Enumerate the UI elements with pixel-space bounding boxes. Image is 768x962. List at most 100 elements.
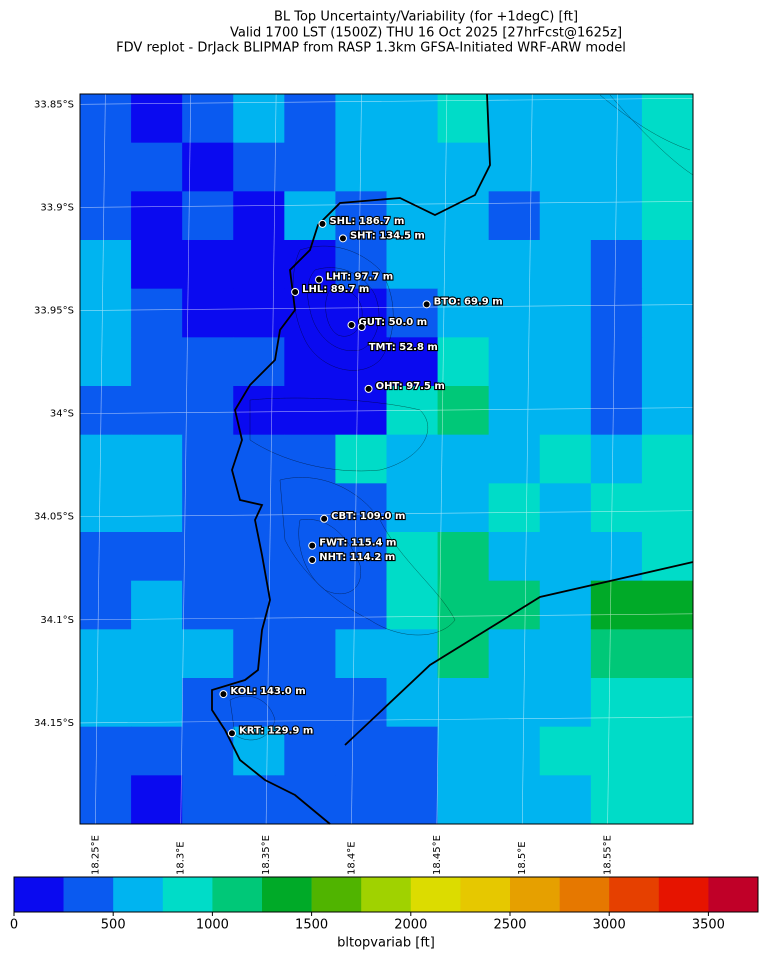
colorbar-swatch xyxy=(510,877,560,912)
station-marker xyxy=(227,729,236,738)
raster-cell xyxy=(437,678,490,728)
raster-cell xyxy=(539,94,592,144)
raster-cell xyxy=(284,532,336,582)
raster-cell xyxy=(590,629,643,679)
grid-line xyxy=(79,510,694,518)
colorbar-swatch xyxy=(262,877,312,912)
raster-cell xyxy=(641,386,694,436)
colorbar-swatch xyxy=(212,877,263,912)
raster-cell xyxy=(335,678,387,728)
title-line: BL Top Uncertainty/Variability (for +1de… xyxy=(274,10,578,25)
grid-line xyxy=(436,93,448,825)
raster-cell xyxy=(182,532,234,582)
raster-cell xyxy=(539,726,592,776)
raster-cell xyxy=(539,142,592,192)
raster-cell xyxy=(539,434,592,484)
raster-cell xyxy=(386,337,439,387)
raster-cell xyxy=(335,532,387,582)
raster-cell xyxy=(386,532,439,582)
grid-line xyxy=(180,93,192,825)
station-label: SHT: 134.5 m xyxy=(350,230,425,241)
raster-cell xyxy=(335,629,387,679)
colorbar-label: bltopvariab [ft] xyxy=(337,936,435,951)
raster-cell xyxy=(488,142,541,192)
y-tick-label: 33.9°S xyxy=(40,202,74,213)
raster-cell xyxy=(80,580,132,630)
raster-cell xyxy=(386,678,439,728)
colorbar-frame xyxy=(13,876,759,913)
y-tick-label: 34.05°S xyxy=(34,512,74,523)
raster-cell xyxy=(641,288,694,338)
raster-cell xyxy=(80,240,132,290)
colorbar-swatch xyxy=(708,877,759,912)
station-marker xyxy=(422,300,431,309)
raster-cell xyxy=(233,240,285,290)
station-marker xyxy=(338,234,347,243)
raster-cell xyxy=(182,337,234,387)
raster-cell xyxy=(182,386,234,436)
raster-cell xyxy=(590,532,643,582)
raster-cell xyxy=(80,678,132,728)
map-frame xyxy=(79,93,694,825)
raster-cell xyxy=(80,386,132,436)
raster-cell xyxy=(437,726,490,776)
title-line: FDV replot - DrJack BLIPMAP from RASP 1.… xyxy=(116,41,626,56)
raster-cell xyxy=(641,337,694,387)
colorbar-tick-label: 3000 xyxy=(593,918,626,933)
grid-line xyxy=(607,93,618,825)
raster-cell xyxy=(182,240,234,290)
grid-line xyxy=(265,93,277,825)
raster-cell xyxy=(590,240,643,290)
station-label: TMT: 52.8 m xyxy=(369,342,438,353)
raster-cell xyxy=(131,191,183,241)
grid-line xyxy=(521,93,533,825)
raster-cell xyxy=(437,483,490,533)
x-tick-label: 18.3°E xyxy=(176,841,187,875)
raster-cell xyxy=(488,191,541,241)
x-tick-label: 18.45°E xyxy=(432,835,443,875)
raster-cell xyxy=(131,580,183,630)
raster-cell xyxy=(284,434,336,484)
colorbar-swatch xyxy=(162,877,213,912)
raster-cell xyxy=(437,288,490,338)
raster-cell xyxy=(641,483,694,533)
y-tick-label: 34°S xyxy=(50,409,74,420)
colorbar-swatch xyxy=(410,877,461,912)
raster-cell xyxy=(641,434,694,484)
raster-cell xyxy=(590,775,643,825)
station-marker xyxy=(364,384,373,393)
station-marker xyxy=(308,556,317,565)
raster-cell xyxy=(131,337,183,387)
raster-cell xyxy=(335,240,387,290)
raster-cell xyxy=(539,337,592,387)
colorbar-swatch xyxy=(113,877,164,912)
x-tick-label: 18.55°E xyxy=(603,835,614,875)
raster-cell xyxy=(488,386,541,436)
raster-cell xyxy=(539,629,592,679)
raster-cell xyxy=(386,434,439,484)
raster-cell xyxy=(641,775,694,825)
raster-cell xyxy=(437,434,490,484)
colorbar-tick-label: 0 xyxy=(10,918,18,933)
raster-cell xyxy=(488,94,541,144)
y-tick-label: 33.85°S xyxy=(34,99,74,110)
x-tick-label: 18.5°E xyxy=(517,841,528,875)
raster-cell xyxy=(335,483,387,533)
station-marker xyxy=(315,275,324,284)
raster-cell xyxy=(182,775,234,825)
graticule xyxy=(79,93,694,825)
raster-cell xyxy=(437,532,490,582)
raster-cell xyxy=(386,142,439,192)
raster-cell xyxy=(233,483,285,533)
colorbar-tick-label: 500 xyxy=(101,918,126,933)
raster-cell xyxy=(437,337,490,387)
raster-cell xyxy=(488,775,541,825)
raster-cell xyxy=(539,483,592,533)
raster-cell xyxy=(437,191,490,241)
raster-cell xyxy=(386,629,439,679)
colorbar-swatch xyxy=(63,877,114,912)
station-label: LHL: 89.7 m xyxy=(302,284,369,295)
raster-cell xyxy=(437,629,490,679)
raster-cell xyxy=(80,483,132,533)
